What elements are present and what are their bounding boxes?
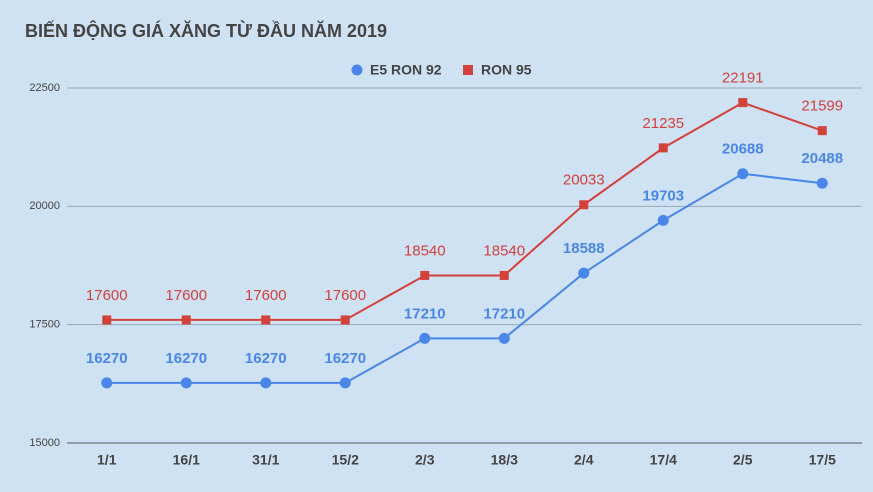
y-tick-label: 15000 (29, 437, 60, 449)
data-label: 17210 (404, 305, 446, 322)
point (260, 377, 272, 389)
data-label: 16270 (324, 350, 366, 367)
point (657, 214, 669, 226)
y-tick-label: 20000 (29, 200, 60, 212)
data-label: 18540 (483, 242, 525, 259)
x-tick-label: 31/1 (252, 452, 279, 468)
point (180, 377, 192, 389)
data-label: 18540 (404, 242, 446, 259)
point (816, 177, 828, 189)
point (101, 377, 113, 389)
data-label: 21599 (801, 98, 843, 115)
data-label: 22191 (722, 70, 764, 87)
point (578, 267, 590, 279)
point (579, 200, 589, 210)
legend-label: E5 RON 92 (370, 62, 442, 78)
legend-label: RON 95 (481, 62, 532, 78)
data-label: 20033 (563, 172, 605, 189)
x-tick-label: 2/5 (733, 452, 753, 468)
x-tick-label: 16/1 (173, 452, 200, 468)
point (420, 270, 430, 280)
data-label: 16270 (165, 350, 207, 367)
point (817, 126, 827, 136)
data-label: 16270 (245, 350, 287, 367)
point (340, 315, 350, 325)
point (261, 315, 271, 325)
point (737, 168, 749, 180)
y-tick-label: 17500 (29, 319, 60, 331)
point (658, 143, 668, 153)
data-label: 20488 (801, 150, 843, 167)
data-label: 17600 (245, 287, 287, 304)
point (499, 270, 509, 280)
x-tick-label: 2/3 (415, 452, 435, 468)
point (339, 377, 351, 389)
point (102, 315, 112, 325)
point (738, 98, 748, 108)
data-label: 17600 (86, 287, 128, 304)
series-line (106, 172, 823, 384)
x-tick-label: 17/5 (809, 452, 836, 468)
data-label: 20688 (722, 141, 764, 158)
point (181, 315, 191, 325)
x-tick-label: 18/3 (491, 452, 518, 468)
x-tick-label: 15/2 (332, 452, 359, 468)
chart-title: BIẾN ĐỘNG GIÁ XĂNG TỪ ĐẦU NĂM 2019 (25, 20, 387, 41)
point (419, 332, 431, 344)
data-label: 19703 (642, 187, 684, 204)
series-line (106, 101, 823, 321)
data-label: 18588 (563, 240, 605, 257)
data-label: 21235 (642, 115, 684, 132)
data-label: 16270 (86, 350, 128, 367)
data-label: 17600 (324, 287, 366, 304)
data-label: 17600 (165, 287, 207, 304)
x-tick-label: 17/4 (650, 452, 677, 468)
legend-marker (463, 65, 473, 75)
y-tick-label: 22500 (29, 82, 60, 94)
legend-marker (351, 64, 363, 76)
data-label: 17210 (483, 305, 525, 322)
x-tick-label: 1/1 (97, 452, 117, 468)
point (498, 332, 510, 344)
x-tick-label: 2/4 (574, 452, 594, 468)
